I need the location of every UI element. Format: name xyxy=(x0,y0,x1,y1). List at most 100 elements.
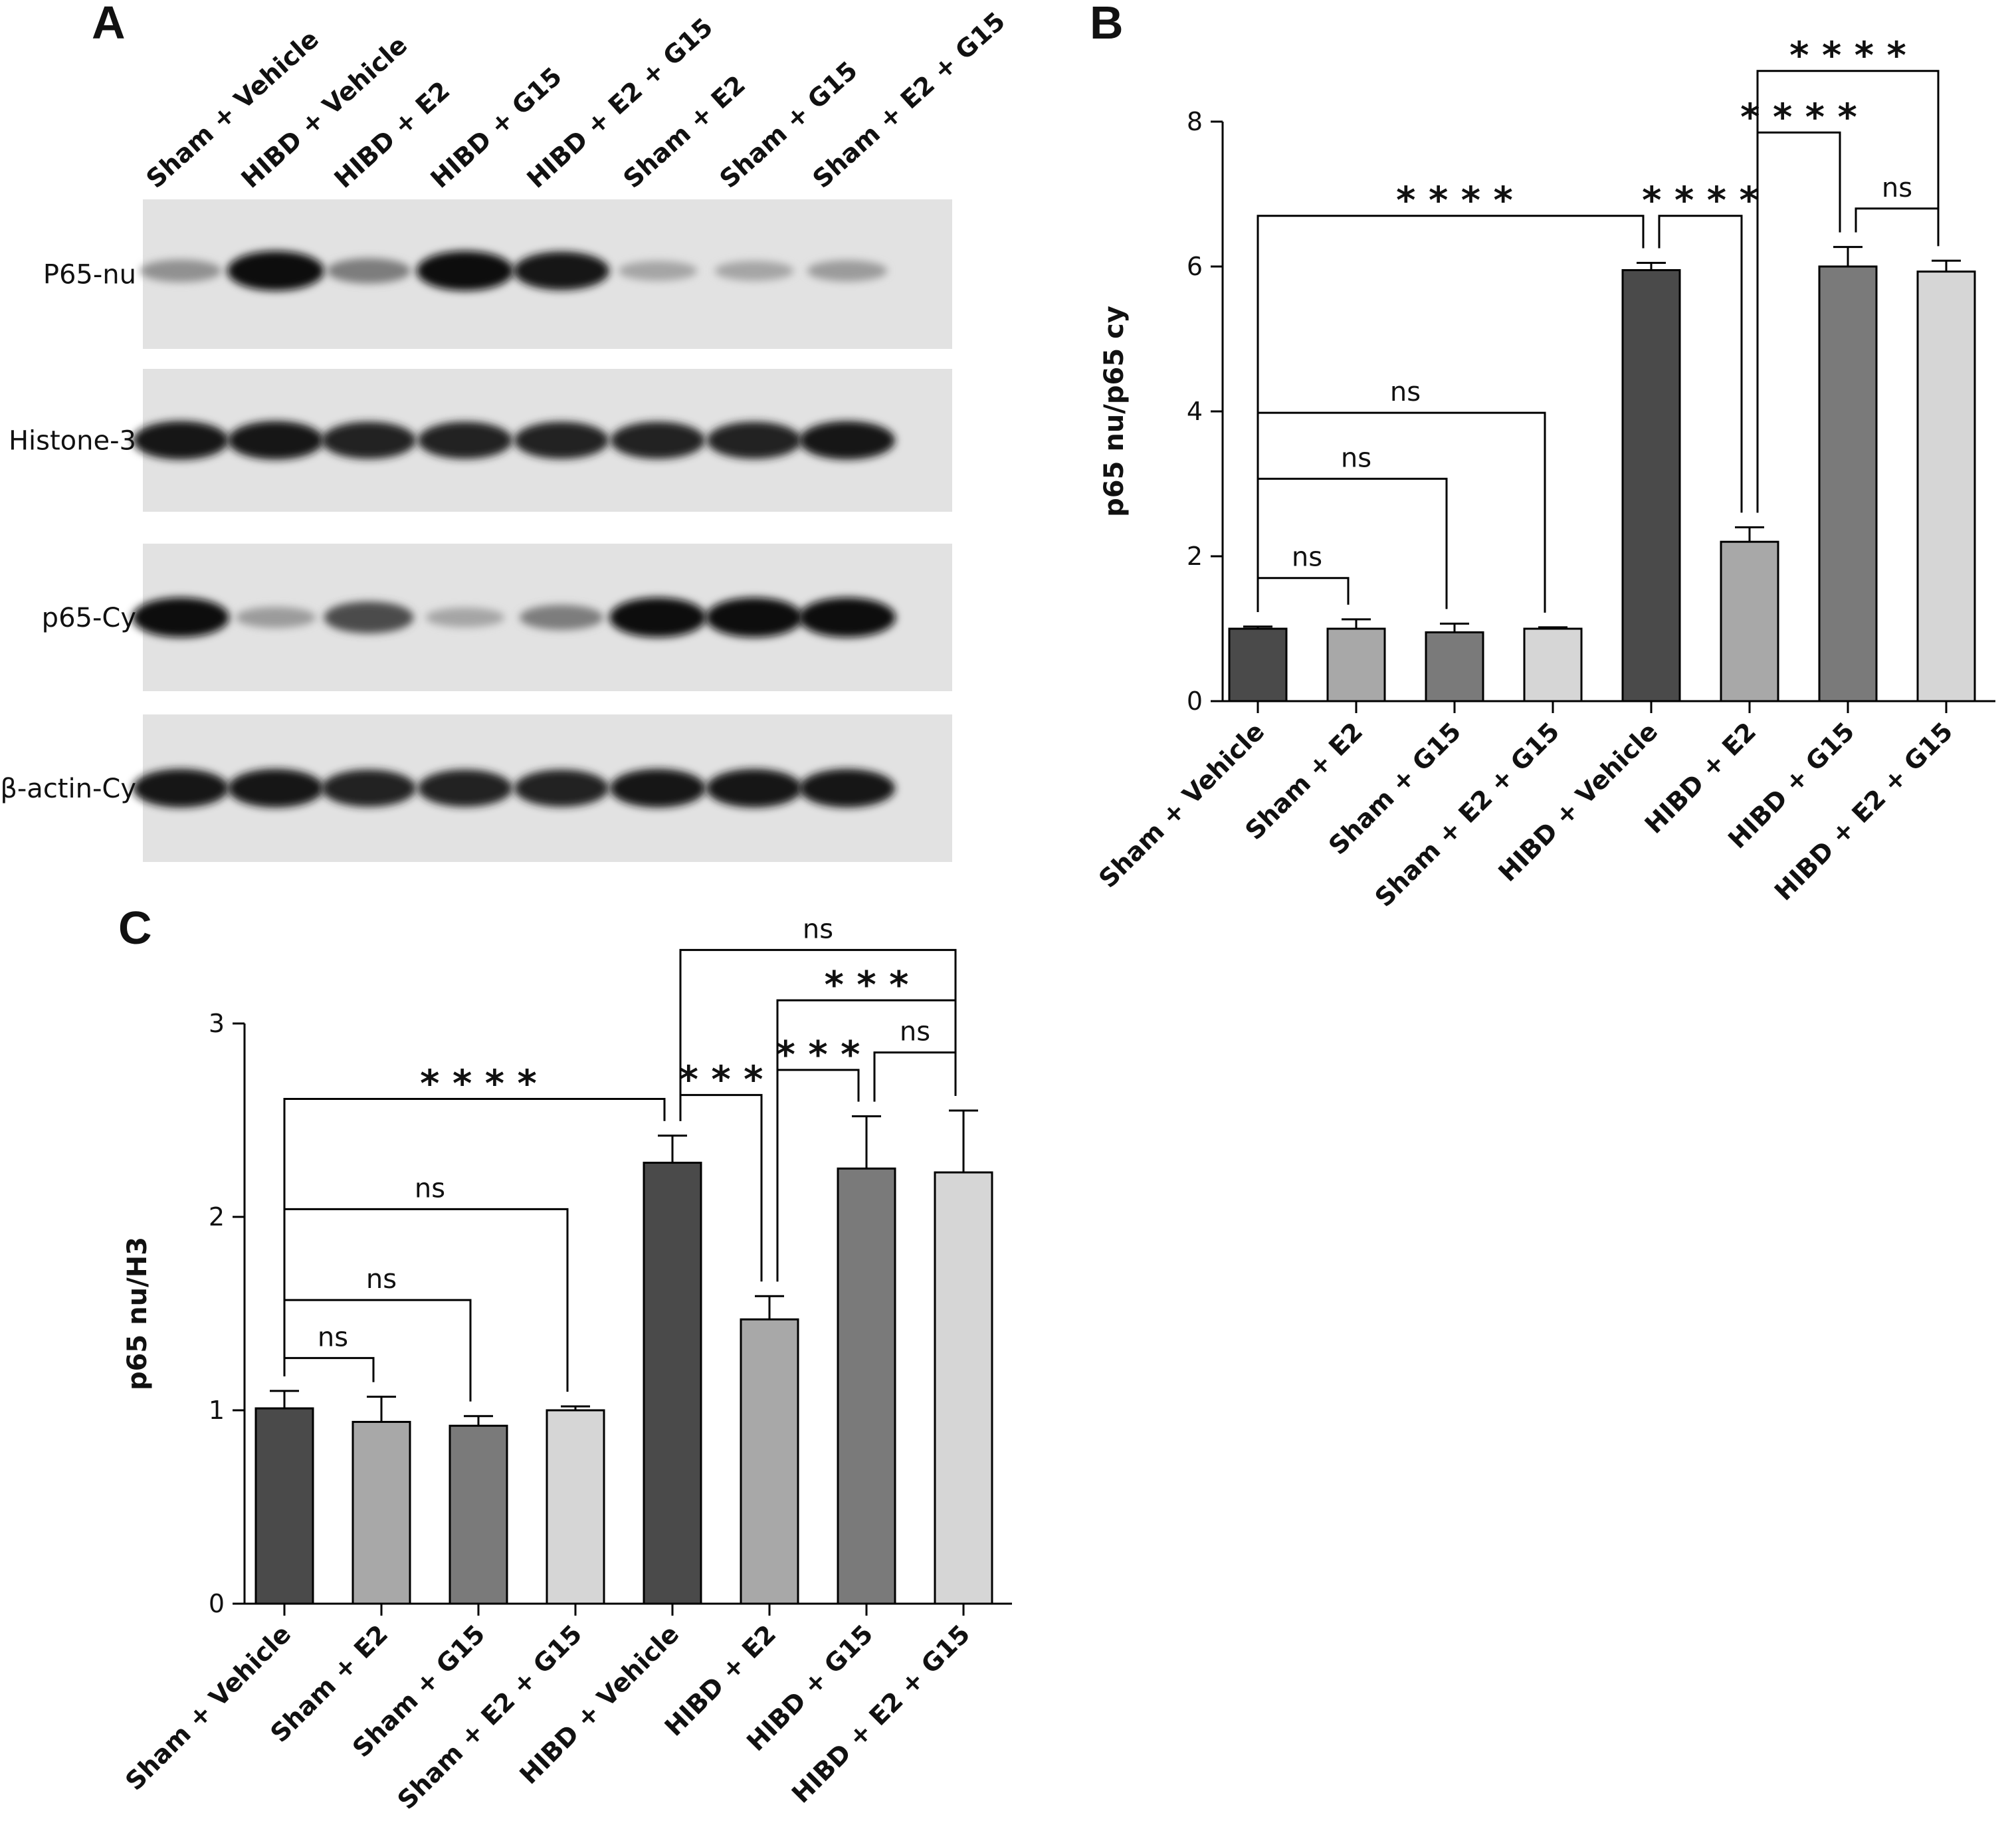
blot-band xyxy=(425,607,505,627)
significance-label: ns xyxy=(1390,377,1421,407)
significance-label: ns xyxy=(803,914,833,944)
panel-b-label: B xyxy=(1090,0,1124,49)
blot-band xyxy=(132,421,229,460)
blot-band xyxy=(609,597,706,637)
blot-band xyxy=(514,770,609,807)
bar xyxy=(1818,265,1878,702)
bar xyxy=(1326,627,1386,702)
blot-band xyxy=(132,597,229,637)
significance-bracket xyxy=(1855,207,1940,247)
blot-band xyxy=(132,769,229,807)
blot-band xyxy=(324,601,414,633)
blot-band xyxy=(326,258,411,284)
blot-row-label: p65-Cy xyxy=(42,603,136,633)
significance-label: ns xyxy=(366,1264,397,1295)
significance-bracket xyxy=(283,1356,375,1382)
blot-band xyxy=(714,261,794,281)
y-axis-label: p65 nu/H3 xyxy=(122,1237,153,1390)
x-tick-label: HIBD + E2 + G15 xyxy=(786,1619,975,1808)
blot-row-label: Histone-3 xyxy=(9,426,136,457)
lane-label: HIBD + Vehicle xyxy=(236,30,413,193)
significance-label: ns xyxy=(900,1017,930,1047)
x-tick-label: HIBD + E2 + G15 xyxy=(1769,716,1958,906)
significance-label: ns xyxy=(318,1322,348,1352)
blot-band xyxy=(807,260,888,282)
chart-b: 0 2 4 6 8 p65 nu/p65 cy Sham + Vehicle Sham + E… xyxy=(1093,35,1995,912)
significance-label: ns xyxy=(1341,443,1371,473)
lane-label: Sham + Vehicle xyxy=(141,25,325,194)
significance-label: * * * xyxy=(776,1033,860,1077)
y-tick-label: 2 xyxy=(209,1202,225,1232)
significance-label: * * * xyxy=(825,964,909,1007)
panel-a-label: A xyxy=(92,0,126,49)
y-tick-label: 6 xyxy=(1187,252,1203,281)
blot-band xyxy=(227,251,324,291)
x-tick-label: Sham + Vehicle xyxy=(1093,716,1270,893)
blot-band xyxy=(417,421,513,459)
significance-bracket xyxy=(679,948,957,1121)
y-tick-label: 2 xyxy=(1187,542,1203,571)
bar xyxy=(254,1407,314,1605)
significance-bracket xyxy=(1257,477,1448,612)
blot-band xyxy=(513,251,610,290)
significance-label: * * * * xyxy=(1789,35,1906,78)
bar xyxy=(1425,631,1484,702)
significance-bracket xyxy=(1257,411,1546,613)
bar xyxy=(837,1167,896,1605)
blot-band xyxy=(519,605,604,630)
bar xyxy=(1720,540,1779,702)
significance-bracket xyxy=(1257,215,1645,612)
y-tick-label: 8 xyxy=(1187,107,1203,136)
blot-band xyxy=(706,597,803,637)
x-tick-label: Sham + E2 + G15 xyxy=(392,1619,588,1815)
significance-label: * * * * xyxy=(1396,179,1513,223)
bar xyxy=(1621,268,1681,702)
blot-band xyxy=(706,769,803,807)
x-tick-label: Sham + Vehicle xyxy=(120,1619,296,1796)
y-tick-label: 0 xyxy=(1187,687,1203,716)
x-tick-label: HIBD + Vehicle xyxy=(514,1619,684,1790)
y-axis-label: p65 nu/p65 cy xyxy=(1099,306,1130,517)
significance-bracket xyxy=(1756,70,1940,513)
significance-label: ns xyxy=(415,1173,445,1204)
blot-band xyxy=(227,421,324,460)
y-tick-label: 1 xyxy=(209,1396,225,1425)
significance-label: * * * * xyxy=(1740,96,1857,139)
blot-band xyxy=(321,770,417,807)
significance-bracket xyxy=(873,1051,957,1102)
blot-band xyxy=(610,421,706,459)
bar xyxy=(934,1171,993,1605)
y-tick-label: 0 xyxy=(209,1589,225,1618)
blot-band xyxy=(799,421,896,460)
significance-label: * * * * xyxy=(1642,179,1759,223)
blot-band xyxy=(227,769,324,807)
significance-bracket xyxy=(1257,577,1350,612)
significance-bracket xyxy=(1658,215,1743,513)
bar xyxy=(352,1420,411,1605)
blot-band xyxy=(417,251,514,291)
significance-bracket xyxy=(283,1299,472,1402)
significance-bracket xyxy=(283,1097,666,1376)
blot-row-label: P65-nu xyxy=(43,260,136,290)
blot-band xyxy=(618,261,698,281)
bar xyxy=(546,1409,605,1605)
blot-band xyxy=(235,607,316,628)
bar xyxy=(1523,627,1583,702)
significance-label: * * * xyxy=(679,1059,763,1102)
blot-row-label: β-actin-Cy xyxy=(0,774,136,804)
bar xyxy=(449,1424,508,1605)
y-tick-label: 3 xyxy=(209,1009,225,1038)
blot-band xyxy=(799,597,896,637)
bar xyxy=(740,1318,799,1605)
blot-band xyxy=(706,421,802,459)
significance-label: ns xyxy=(1292,542,1322,573)
y-tick-label: 4 xyxy=(1187,397,1203,426)
blot-band xyxy=(417,770,513,807)
significance-label: * * * * xyxy=(420,1062,537,1105)
x-tick-label: Sham + E2 + G15 xyxy=(1369,716,1565,912)
blot-band xyxy=(609,769,706,807)
blot-band xyxy=(514,421,609,459)
